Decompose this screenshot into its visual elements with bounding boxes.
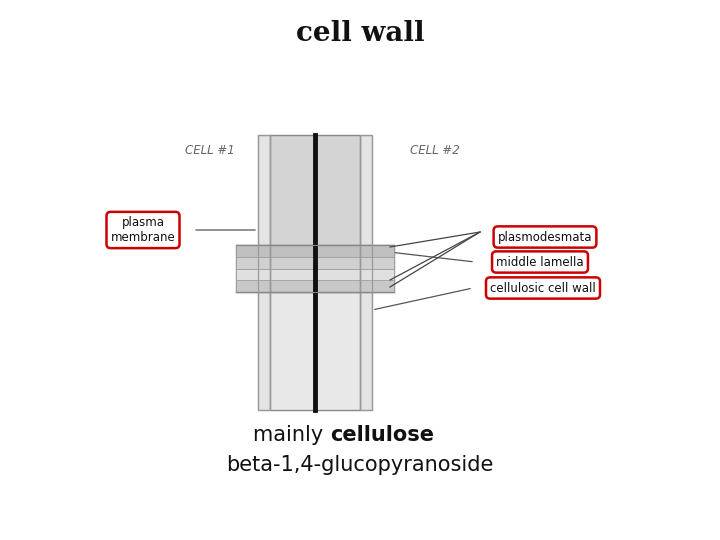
Bar xyxy=(236,280,394,292)
Text: cellulose: cellulose xyxy=(330,425,434,445)
Bar xyxy=(360,135,372,410)
Bar xyxy=(270,135,360,410)
Text: CELL #1: CELL #1 xyxy=(185,144,235,157)
Bar xyxy=(270,292,360,410)
Text: cellulosic cell wall: cellulosic cell wall xyxy=(490,281,596,294)
Text: mainly: mainly xyxy=(253,425,330,445)
Text: CELL #2: CELL #2 xyxy=(410,144,460,157)
Text: cell wall: cell wall xyxy=(296,20,424,47)
Text: plasma
membrane: plasma membrane xyxy=(111,216,176,244)
Text: beta-1,4-glucopyranoside: beta-1,4-glucopyranoside xyxy=(226,455,494,475)
Bar xyxy=(258,135,270,410)
Bar xyxy=(360,135,372,410)
Text: middle lamella: middle lamella xyxy=(496,255,584,268)
Bar xyxy=(236,245,394,292)
Text: plasmodesmata: plasmodesmata xyxy=(498,231,593,244)
Bar xyxy=(236,245,394,256)
Bar xyxy=(258,135,270,410)
Bar xyxy=(236,268,394,280)
Bar xyxy=(270,135,360,245)
Bar xyxy=(236,256,394,268)
